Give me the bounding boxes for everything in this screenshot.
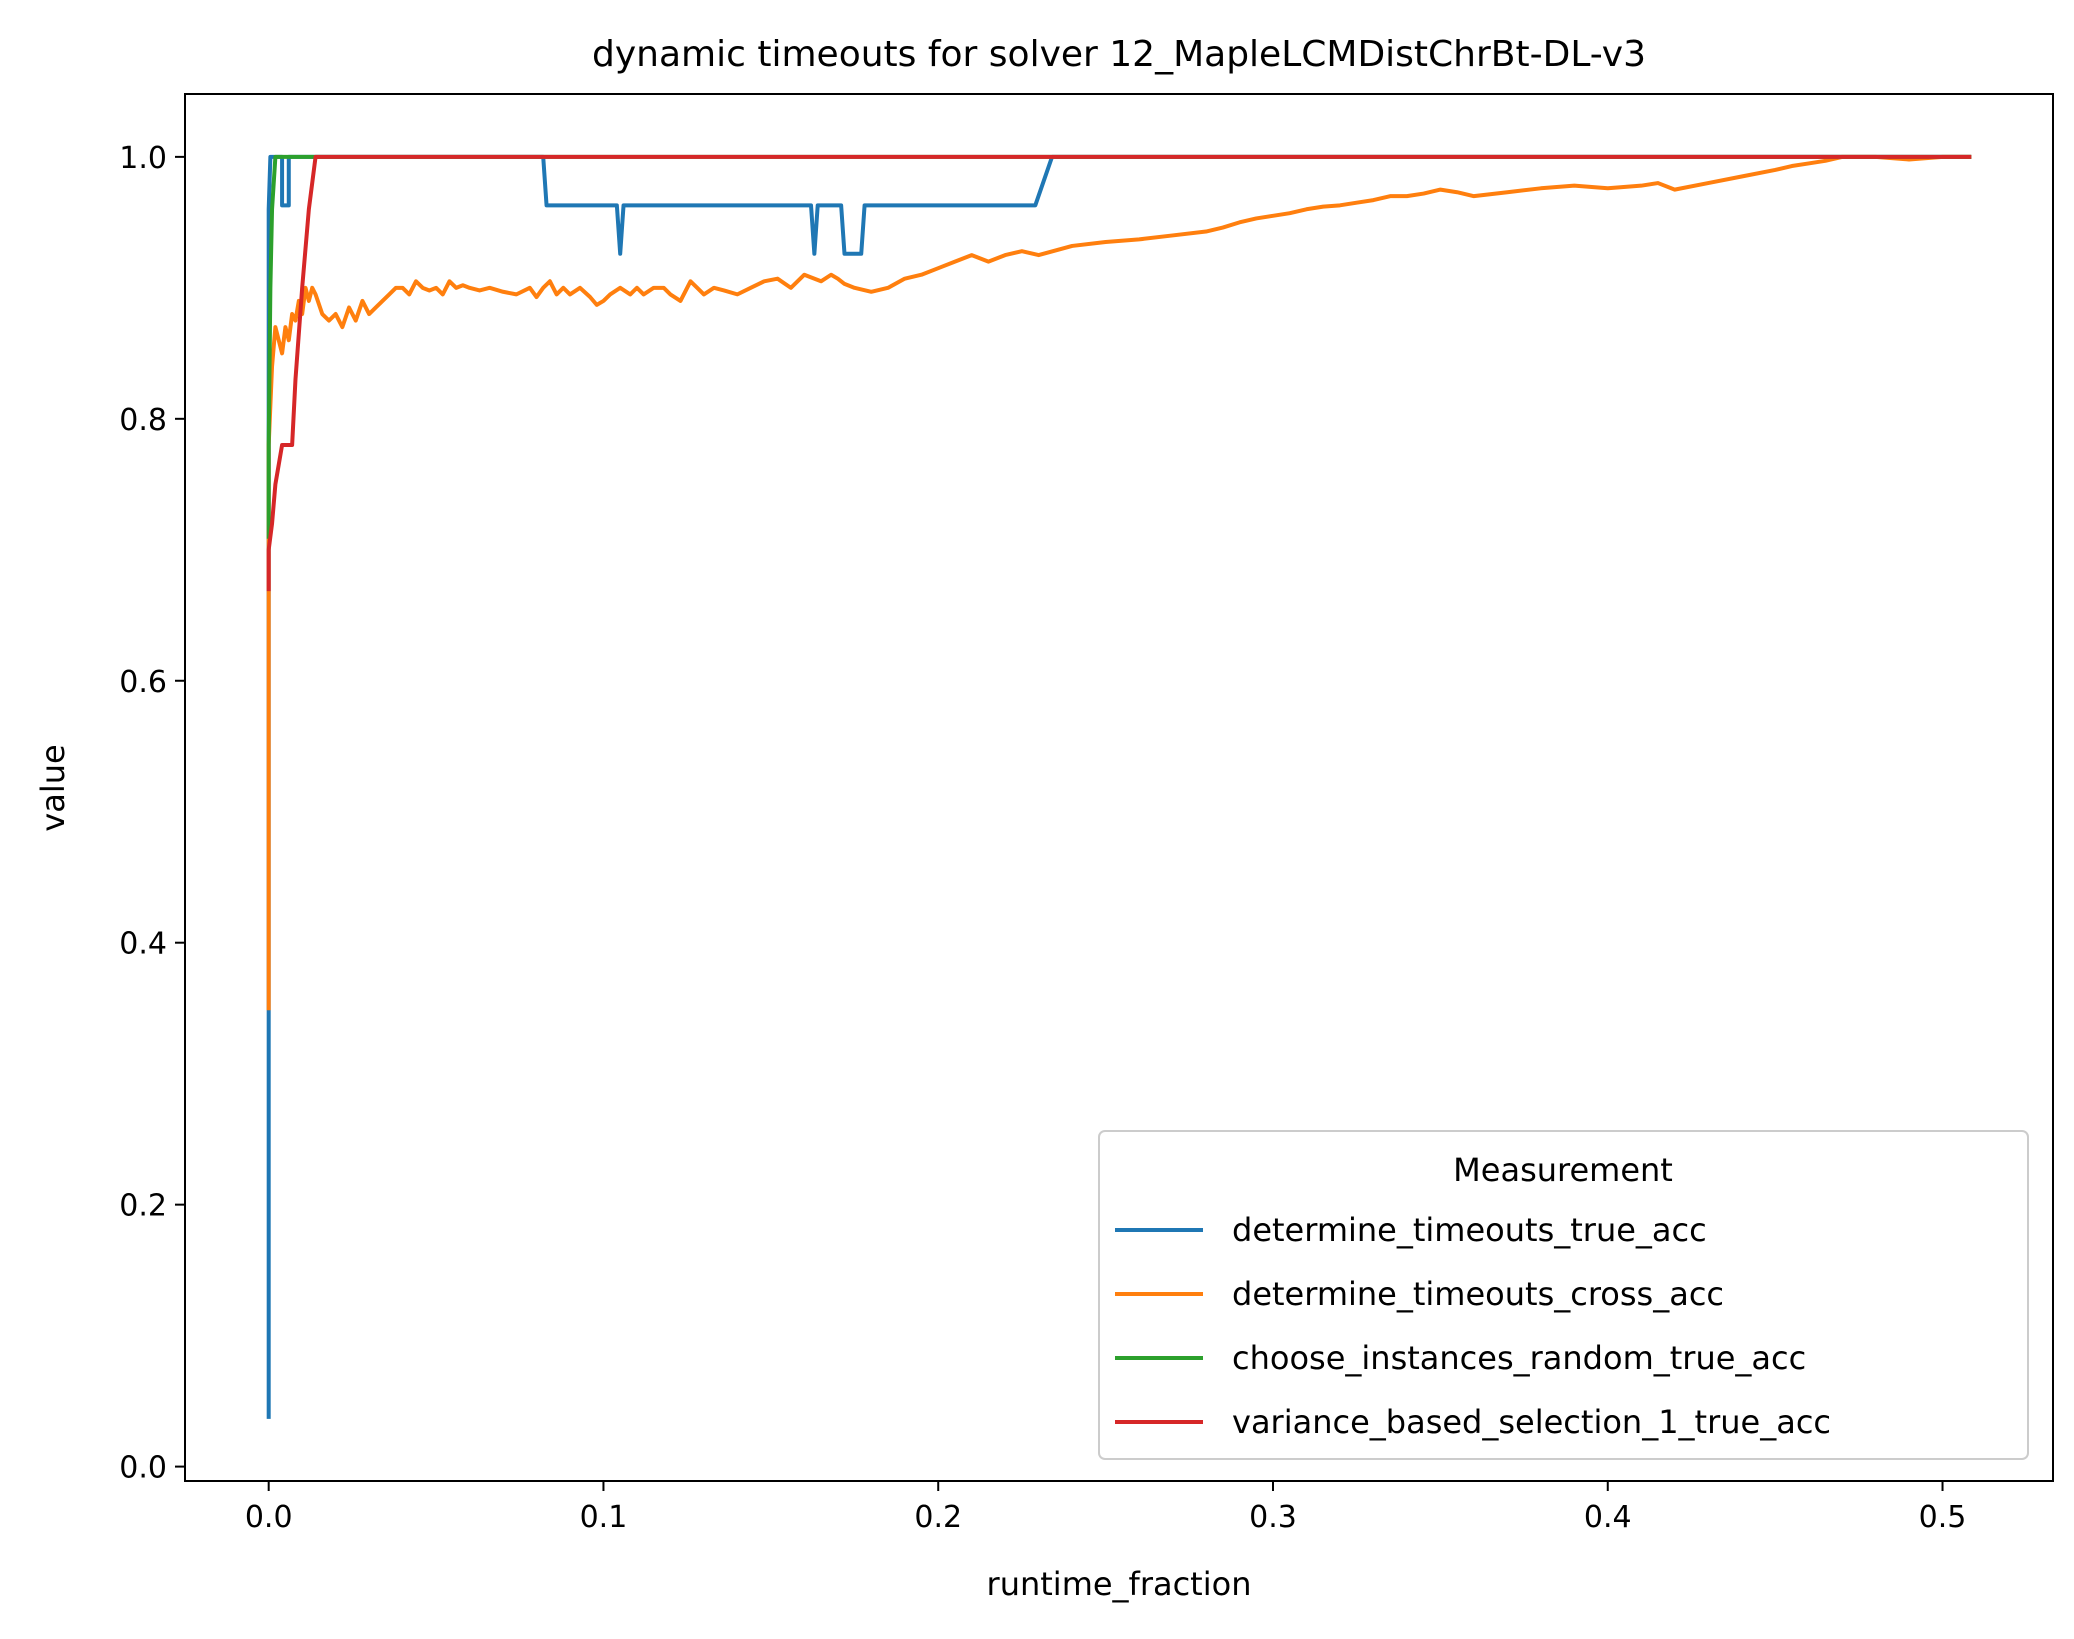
legend-box [1098,1130,2029,1460]
y-axis-label: value [34,744,72,831]
series-line-variance_based_selection_1_true_acc [266,154,1972,592]
x-tick-label: 0.0 [245,1500,293,1535]
y-axis: 0.0 0.2 0.4 0.6 0.8 1.0 [119,141,185,1486]
x-tick-label: 0.5 [1919,1500,1967,1535]
x-tick-label: 0.4 [1584,1500,1632,1535]
x-tick-label: 0.1 [580,1500,628,1535]
legend-label: choose_instances_random_true_acc [1232,1339,1806,1377]
x-axis-label: runtime_fraction [987,1565,1252,1603]
chart-title: dynamic timeouts for solver 12_MapleLCMD… [592,34,1646,75]
series-line-determine_timeouts_cross_acc [266,154,1972,1011]
legend-entries: determine_timeouts_true_acc determine_tim… [1115,1211,1831,1441]
legend: Measurement determine_timeouts_true_accd… [1098,1130,2029,1460]
x-tick-label: 0.2 [914,1500,962,1535]
legend-label: determine_timeouts_true_acc [1232,1211,1707,1249]
y-tick-label: 0.6 [119,665,167,700]
x-axis: 0.0 0.1 0.2 0.3 0.4 0.5 [245,1481,1967,1535]
y-tick-label: 1.0 [119,141,167,176]
x-tick-label: 0.3 [1249,1500,1297,1535]
y-tick-label: 0.2 [119,1189,167,1224]
legend-label: determine_timeouts_cross_acc [1232,1275,1724,1313]
y-tick-label: 0.4 [119,927,167,962]
series-line-choose_instances_random_true_acc [266,154,1972,539]
y-tick-label: 0.0 [119,1451,167,1486]
series-layer [266,154,1972,1419]
y-tick-label: 0.8 [119,403,167,438]
legend-title: Measurement [1453,1151,1673,1189]
legend-label: variance_based_selection_1_true_acc [1232,1403,1831,1441]
axes-spines [184,93,2054,1482]
